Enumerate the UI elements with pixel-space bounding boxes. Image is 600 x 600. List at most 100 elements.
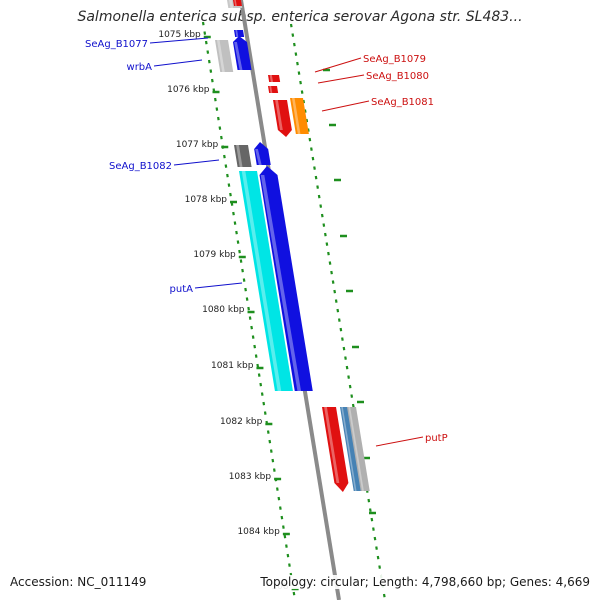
gene-SeAg_B1081-red xyxy=(273,100,292,137)
track-dot xyxy=(271,458,275,463)
track-dot xyxy=(226,173,229,178)
track-dot xyxy=(376,555,380,560)
label-leader xyxy=(314,57,362,73)
track-dot xyxy=(210,78,214,83)
label-leader xyxy=(173,159,220,166)
track-dot xyxy=(248,316,252,320)
track-dot xyxy=(282,525,285,529)
track-dot xyxy=(201,21,205,26)
track-dot xyxy=(367,498,371,503)
track-dot xyxy=(350,394,354,398)
track-dot xyxy=(345,365,349,370)
track-dot xyxy=(251,335,255,339)
track-dot xyxy=(311,156,315,161)
track-dot xyxy=(218,126,222,130)
track-dot xyxy=(327,251,330,256)
track-dot xyxy=(334,299,338,303)
track-dot xyxy=(317,194,321,199)
track-dot xyxy=(291,33,295,37)
track-dot xyxy=(272,468,276,472)
track-dot xyxy=(241,268,244,273)
gene-wrbA-body xyxy=(232,36,252,70)
feature-top-red-body xyxy=(233,0,242,6)
gene-label-left: SeAg_B1082 xyxy=(109,161,172,172)
track-dot xyxy=(260,392,264,396)
gene-SeAg_B1080-body xyxy=(268,86,279,93)
track-dot xyxy=(283,534,287,539)
track-dot xyxy=(207,59,211,64)
right-track xyxy=(289,23,386,598)
track-dot xyxy=(288,563,291,567)
gene-SeAg_B1081-red-shine xyxy=(275,100,283,130)
track-dot xyxy=(247,306,250,311)
track-dot xyxy=(289,23,293,28)
gene-SeAg_B1079 xyxy=(268,75,281,82)
track-dot xyxy=(310,147,313,151)
gene-putP-red xyxy=(322,407,349,492)
track-dot xyxy=(336,308,340,313)
feature-top-grey-shine xyxy=(229,0,234,8)
track-dot xyxy=(297,71,301,75)
gene-label-left: putA xyxy=(170,284,194,295)
gene-SeAg_B1079-body xyxy=(268,75,281,82)
track-dot xyxy=(253,344,257,349)
gene-label-left: wrbA xyxy=(127,62,153,73)
gene-wrbA-shine xyxy=(234,42,243,70)
track-dot xyxy=(342,346,346,351)
topology-label: Topology: circular; Length: 4,798,660 bp… xyxy=(259,575,591,589)
track-dot xyxy=(305,118,309,123)
label-leader xyxy=(321,100,370,112)
gene-putA-cyan xyxy=(239,171,293,391)
gene-SeAg_B1079-shine xyxy=(269,75,273,82)
track-dot xyxy=(254,354,258,358)
scale-label: 1076 kbp xyxy=(167,85,210,95)
track-dot xyxy=(370,517,374,522)
gene-SeAg_B1077 xyxy=(215,40,234,72)
track-dot xyxy=(256,363,260,368)
scale-label: 1078 kbp xyxy=(185,195,228,205)
track-dot xyxy=(245,297,249,301)
gene-label-left: SeAg_B1077 xyxy=(85,39,148,50)
feature-top-red-shine xyxy=(234,0,237,6)
track-dot xyxy=(302,99,306,104)
gene-label-right: putP xyxy=(425,433,448,444)
gene-putA-blue-body xyxy=(259,166,313,391)
gene-label-right: SeAg_B1081 xyxy=(371,97,434,108)
track-dot xyxy=(348,384,352,389)
accession-label: Accession: NC_011149 xyxy=(9,575,148,589)
track-dot xyxy=(239,259,243,263)
track-dot xyxy=(266,430,270,434)
scale-label: 1082 kbp xyxy=(220,417,263,427)
label-leader xyxy=(194,282,243,289)
track-dot xyxy=(259,382,263,387)
track-dot xyxy=(257,373,261,377)
track-dot xyxy=(227,183,231,187)
track-dot xyxy=(324,232,327,237)
track-dot xyxy=(333,289,337,294)
gene-label-right: SeAg_B1079 xyxy=(363,54,426,65)
gene-putA-cyan-shine xyxy=(241,171,282,391)
track-dot xyxy=(285,544,288,548)
track-dot xyxy=(215,107,219,111)
scale-label: 1077 kbp xyxy=(176,140,219,150)
track-dot xyxy=(294,52,298,56)
track-dot xyxy=(347,375,350,379)
label-leader xyxy=(149,37,209,44)
track-dot xyxy=(303,109,307,113)
gene-SeAg_B1081-red-body xyxy=(273,100,292,137)
track-dot xyxy=(306,128,310,132)
track-dot xyxy=(280,515,284,520)
gene-putA-cyan-body xyxy=(239,171,293,391)
gene-putP-steel-shine xyxy=(341,407,357,491)
feature-top-blue xyxy=(234,30,245,37)
track-dot xyxy=(235,230,238,235)
label-leader xyxy=(317,74,365,84)
scale-label: 1079 kbp xyxy=(193,250,236,260)
gene-SeAg_B1080 xyxy=(268,86,279,93)
track-dot xyxy=(373,536,377,541)
scale-label: 1084 kbp xyxy=(237,527,280,537)
track-dot xyxy=(344,356,347,360)
track-dot xyxy=(233,221,237,225)
gene-SeAg_B1082-blue-shine xyxy=(255,149,262,165)
